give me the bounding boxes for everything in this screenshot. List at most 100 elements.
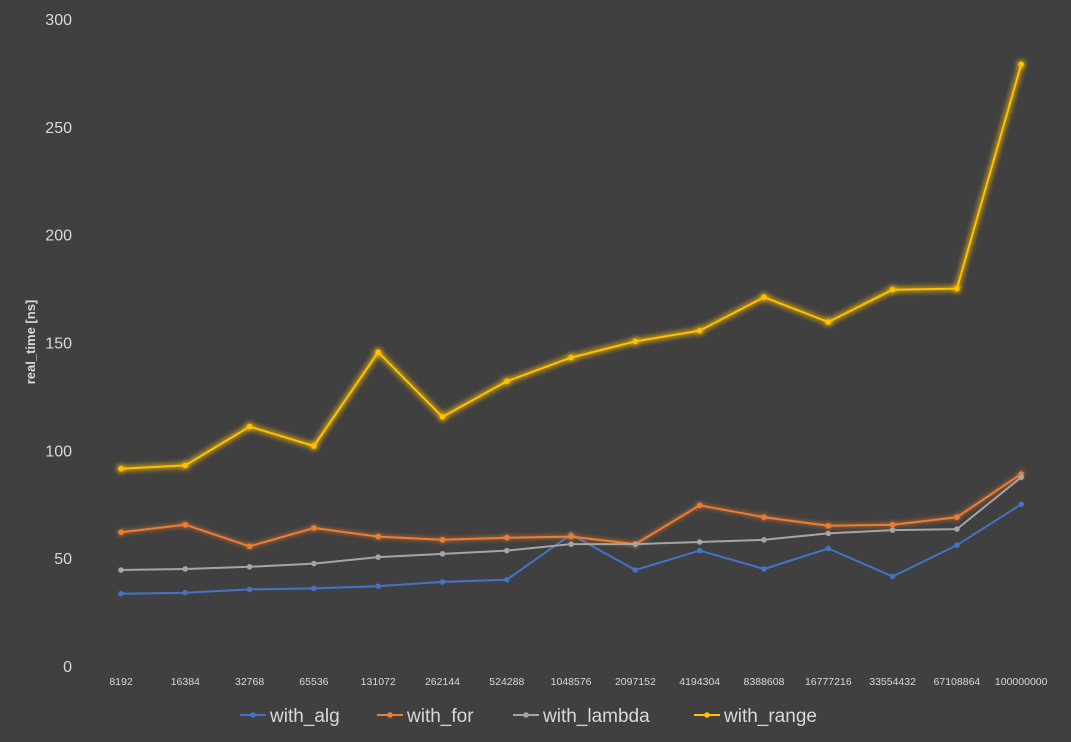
data-point bbox=[246, 563, 253, 570]
data-point bbox=[632, 541, 639, 547]
x-axis-ticks: 8192 16384 32768 65536 131072 262144 524288 104… bbox=[109, 676, 1047, 688]
data-point bbox=[761, 514, 767, 520]
legend-dot-marker bbox=[523, 712, 529, 718]
x-tick-label: 16384 bbox=[171, 676, 200, 688]
data-point bbox=[246, 586, 253, 593]
data-point bbox=[375, 583, 382, 590]
legend-item: with_lambda bbox=[513, 706, 650, 727]
data-point bbox=[311, 443, 317, 449]
data-point bbox=[696, 539, 703, 545]
data-point bbox=[825, 523, 832, 529]
series-line bbox=[120, 63, 1023, 470]
data-point bbox=[504, 576, 510, 583]
data-point bbox=[825, 319, 832, 325]
data-point bbox=[375, 554, 382, 560]
series-lines bbox=[118, 61, 1024, 597]
series-line bbox=[120, 503, 1023, 595]
data-point bbox=[568, 354, 574, 361]
data-point bbox=[375, 349, 382, 356]
legend-dot-marker bbox=[704, 712, 710, 718]
x-tick-label: 1048576 bbox=[551, 676, 592, 688]
x-tick-label: 524288 bbox=[489, 676, 524, 688]
data-point bbox=[311, 585, 317, 592]
x-tick-label: 4194304 bbox=[679, 676, 720, 688]
data-point bbox=[889, 521, 896, 528]
data-point bbox=[182, 566, 189, 572]
x-tick-label: 33554432 bbox=[869, 676, 916, 688]
series-with-lambda bbox=[118, 474, 1024, 573]
legend-label: with_lambda bbox=[542, 706, 650, 727]
series-with-alg bbox=[118, 501, 1024, 597]
data-point bbox=[632, 338, 639, 345]
x-tick-label: 262144 bbox=[425, 676, 460, 688]
data-point bbox=[696, 547, 703, 554]
data-point bbox=[825, 530, 832, 537]
x-tick-label: 100000000 bbox=[995, 676, 1048, 688]
legend-dot-marker bbox=[387, 712, 393, 718]
data-point bbox=[761, 566, 767, 572]
legend-label: with_alg bbox=[269, 706, 340, 727]
data-point bbox=[311, 560, 317, 567]
legend-item: with_for bbox=[377, 706, 474, 727]
data-point bbox=[439, 551, 446, 557]
data-point bbox=[954, 285, 960, 292]
data-point bbox=[954, 526, 960, 532]
data-point bbox=[696, 502, 703, 509]
y-tick-label: 50 bbox=[54, 551, 72, 568]
x-tick-label: 32768 bbox=[235, 676, 264, 688]
y-axis-ticks: 0 50 100 150 200 250 300 bbox=[45, 12, 72, 676]
x-tick-label: 16777216 bbox=[805, 676, 852, 688]
data-point bbox=[1018, 501, 1024, 508]
data-point bbox=[761, 294, 767, 301]
data-point bbox=[182, 589, 189, 596]
y-tick-label: 150 bbox=[45, 336, 72, 353]
legend-item: with_alg bbox=[240, 706, 340, 727]
data-point bbox=[954, 514, 960, 520]
y-tick-label: 100 bbox=[45, 443, 72, 460]
data-point bbox=[118, 529, 124, 536]
data-point bbox=[761, 537, 767, 543]
data-point bbox=[825, 545, 832, 552]
data-point bbox=[182, 462, 189, 469]
x-tick-label: 8388608 bbox=[744, 676, 785, 688]
x-tick-label: 131072 bbox=[361, 676, 396, 688]
x-tick-label: 65536 bbox=[299, 676, 328, 688]
series-with-for bbox=[118, 471, 1024, 550]
y-tick-label: 200 bbox=[45, 228, 72, 245]
x-tick-label: 8192 bbox=[109, 676, 133, 688]
data-point bbox=[118, 567, 124, 573]
x-tick-label: 67108864 bbox=[934, 676, 981, 688]
data-point bbox=[246, 543, 253, 550]
data-point bbox=[1018, 61, 1024, 68]
y-tick-label: 0 bbox=[63, 659, 72, 676]
data-point bbox=[375, 533, 382, 540]
data-point bbox=[504, 534, 510, 541]
data-point bbox=[954, 542, 960, 549]
legend-item: with_range bbox=[694, 706, 817, 727]
legend-dot-marker bbox=[250, 712, 256, 718]
x-tick-label: 2097152 bbox=[615, 676, 656, 688]
data-point bbox=[182, 521, 189, 528]
data-point bbox=[118, 590, 124, 597]
data-point bbox=[568, 541, 574, 547]
data-point bbox=[889, 527, 896, 533]
data-point bbox=[311, 525, 317, 531]
data-point bbox=[504, 547, 510, 554]
legend-label: with_for bbox=[406, 706, 474, 727]
data-point bbox=[118, 465, 124, 472]
legend: with_alg with_for with_lambda with_range bbox=[240, 706, 817, 727]
series-line bbox=[120, 476, 1023, 571]
data-point bbox=[889, 573, 896, 580]
data-point bbox=[696, 327, 703, 334]
data-point bbox=[568, 533, 574, 540]
legend-label: with_range bbox=[723, 706, 817, 727]
y-tick-label: 250 bbox=[45, 120, 72, 137]
data-point bbox=[889, 286, 896, 293]
y-axis-label: real_time [ns] bbox=[23, 300, 38, 385]
data-point bbox=[439, 537, 446, 543]
data-point bbox=[439, 579, 446, 585]
data-point bbox=[246, 423, 253, 430]
data-point bbox=[504, 378, 510, 385]
